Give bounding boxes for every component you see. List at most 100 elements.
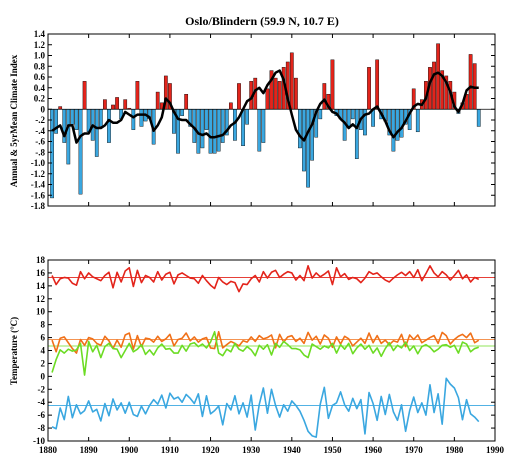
y-tick-label: 16 [36,268,46,278]
climate-index-bar [184,93,189,110]
y-tick-label: 4 [41,346,46,356]
climate-index-bar [216,109,221,152]
climate-index-bar [468,54,473,110]
climate-index-bar [346,109,351,127]
climate-index-bar [350,109,355,120]
climate-index-bar [74,109,79,130]
temperature-frame [47,259,496,442]
y-tick-label: 12 [36,294,46,304]
climate-index-frame [47,33,496,207]
y-tick-label: 10 [36,307,46,317]
x-tick-label: 1880 [39,445,58,455]
climate-index-bar [208,109,213,154]
y-tick-label: 0.2 [34,94,46,104]
climate-index-bar [415,109,420,133]
climate-index-bar [62,109,67,143]
x-tick-label: 1980 [445,445,464,455]
y-tick-label: 0.8 [34,61,46,71]
climate-index-bar [367,67,371,110]
series-mean-lines [48,277,495,406]
x-tick-label: 1940 [283,445,302,455]
y-tick-label: -10 [33,436,45,446]
climate-index-bar [82,81,87,110]
climate-index-chart: 1.41.21.00.80.60.40.20-.2-.4-.6-.8-1.0-1… [9,29,496,211]
climate-index-bar [322,83,327,110]
climate-index-bar [391,109,396,152]
climate-index-bar [204,109,209,130]
climate-index-bar [94,109,99,157]
climate-index-bar [306,109,310,188]
climate-index-bar [115,97,119,110]
climate-index-bar [200,109,205,149]
climate-index-bar [66,109,71,165]
climate-index-bar [228,102,233,110]
climate-index-bar [399,109,404,138]
y-tick-label: -1.8 [31,201,46,211]
climate-index-bar [375,59,380,110]
y-tick-label: -1.6 [31,190,46,200]
y-tick-label: -6 [38,410,46,420]
climate-index-bar [330,59,335,110]
temperature-series-line [51,265,480,293]
climate-index-bar [103,99,107,110]
climate-index-bar [98,109,103,127]
climate-index-bar [155,91,160,110]
y-tick-label: -8 [38,423,46,433]
climate-index-bar [436,43,440,110]
climate-index-bar [432,61,436,110]
climate-index-bar [212,109,217,154]
temperature-series-line [51,377,480,438]
climate-index-bar [139,109,144,127]
y-tick-label: 6 [41,333,46,343]
y-tick-label: 1.4 [34,29,46,39]
y-tick-label: -4 [38,397,46,407]
climate-index-bar [70,109,75,125]
y-tick-label: -1.2 [31,169,46,179]
x-tick-label: 1990 [486,445,505,455]
climate-index-bar [237,83,241,110]
y-tick-label: 0.6 [34,72,46,82]
climate-index-bar [395,109,400,141]
climate-index-bar [318,109,323,120]
temperature-series [51,265,480,438]
climate-index-bar [277,81,282,110]
climate-index-bar [220,109,225,143]
x-tick-label: 1960 [364,445,383,455]
x-tick-label: 1900 [120,445,139,455]
x-tick-label: 1970 [405,445,424,455]
climate-index-bar [289,52,294,110]
climate-index-axes: 1.41.21.00.80.60.40.20-.2-.4-.6-.8-1.0-1… [31,29,496,211]
y-tick-label: 14 [36,281,46,291]
climate-index-bar [261,109,266,143]
y-tick-label: -2 [38,384,46,394]
x-tick-label: 1910 [161,445,180,455]
x-tick-label: 1890 [80,445,99,455]
climate-index-bar [135,81,140,110]
y-tick-label: -.8 [35,147,45,157]
temperature-series-line [51,330,479,376]
y-tick-label: 18 [36,255,46,265]
climate-index-y-label: Annual & 5yrMean Climate Index [9,54,19,187]
y-tick-label: 2 [41,358,46,368]
climate-index-bar [257,109,262,152]
climate-index-bar [354,109,359,159]
climate-index-bar [241,109,245,146]
y-tick-label: -.4 [35,126,45,136]
figure-title: Oslo/Blindern (59.9 N, 10.7 E) [185,14,339,28]
climate-index-bar [245,109,249,125]
climate-index-bar [265,88,270,110]
temperature-y-label: Temperature (°C) [9,317,19,385]
climate-index-bars [50,43,481,199]
climate-index-bar [107,109,111,143]
climate-index-bar [294,77,298,110]
climate-index-bar [273,77,278,110]
x-tick-label: 1930 [242,445,261,455]
y-tick-label: -1.0 [31,158,46,168]
y-tick-label: -.2 [35,115,45,125]
climate-index-bar [298,109,302,149]
y-tick-label: 0 [41,371,46,381]
y-tick-label: 0 [41,104,46,114]
x-tick-label: 1920 [202,445,221,455]
climate-index-bar [476,109,481,127]
